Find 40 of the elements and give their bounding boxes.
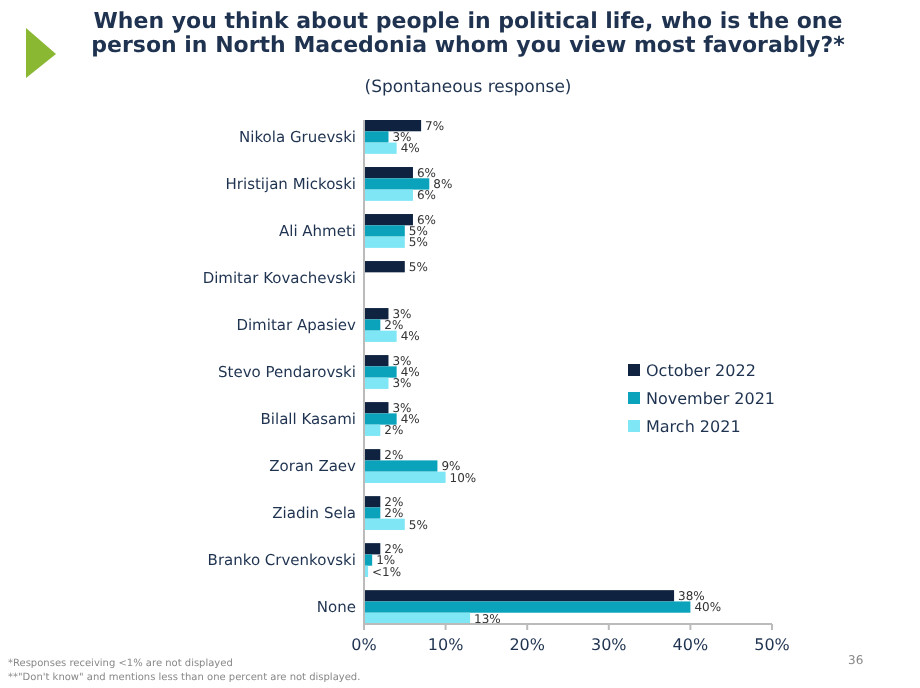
bar: [364, 449, 381, 461]
legend-label: March 2021: [646, 417, 741, 436]
x-tick-label: 20%: [509, 636, 546, 654]
bar: [364, 543, 381, 555]
bar: [364, 142, 397, 154]
x-tick-label: 50%: [754, 636, 791, 654]
x-tick-label: 40%: [672, 636, 709, 654]
bar: [364, 590, 675, 602]
legend-label: October 2022: [646, 361, 756, 380]
bar: [364, 518, 405, 530]
bar: [364, 236, 405, 248]
chart-title: When you think about people in political life, who is the one person in North Macedonia whom you view most favorably?*: [91, 8, 846, 58]
x-tick-label: 30%: [591, 636, 628, 654]
bar: [364, 308, 389, 320]
bar: [364, 413, 397, 425]
bar: [364, 402, 389, 414]
bar: [364, 471, 446, 483]
x-tick-label: 0%: [351, 636, 378, 654]
bar: [364, 507, 381, 519]
bar: [364, 460, 438, 472]
x-tick-label: 10%: [427, 636, 465, 654]
bar: [364, 225, 405, 237]
chart-subtitle: (Spontaneous response): [364, 78, 572, 98]
bar: [364, 189, 413, 201]
bar: [364, 131, 389, 143]
bar: [364, 178, 430, 190]
bar: [364, 601, 691, 613]
bar: [364, 366, 397, 378]
bar: [364, 120, 422, 132]
bar: [364, 554, 373, 566]
bar: [364, 167, 413, 179]
bar: [364, 330, 397, 342]
bar: [364, 319, 381, 331]
bar: [364, 377, 389, 389]
bar: [364, 496, 381, 508]
bar: [364, 261, 405, 273]
bar: [364, 424, 381, 436]
bar: [364, 355, 389, 367]
bar: [364, 214, 413, 226]
legend-label: November 2021: [646, 389, 776, 408]
